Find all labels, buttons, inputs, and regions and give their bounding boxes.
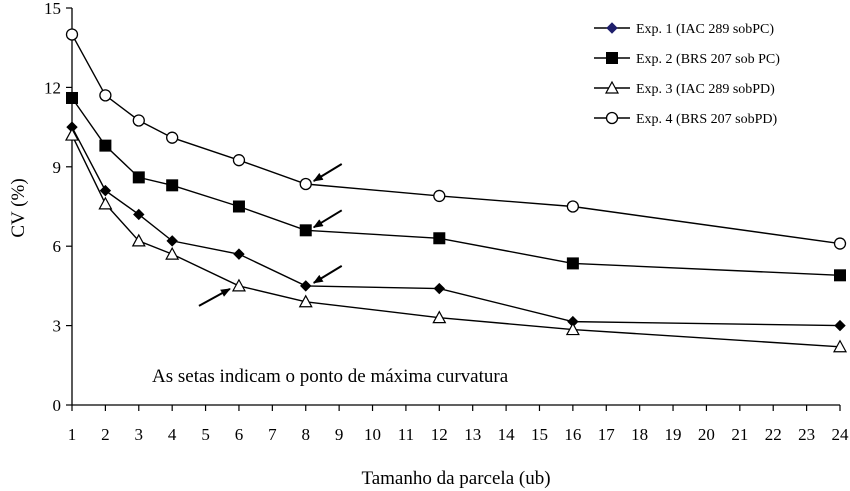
- x-tick-label: 9: [335, 425, 344, 444]
- data-point: [298, 294, 313, 308]
- x-axis-title: Tamanho da parcela (ub): [361, 468, 550, 489]
- data-point: [65, 28, 79, 41]
- data-point: [832, 339, 848, 353]
- data-point: [299, 224, 312, 237]
- data-point: [133, 208, 145, 221]
- data-point: [299, 177, 312, 191]
- y-tick-label: 15: [44, 0, 61, 18]
- x-tick-label: 8: [301, 425, 310, 444]
- x-tick-label: 14: [498, 425, 516, 444]
- legend-marker: [606, 22, 618, 34]
- curvature-arrow: [312, 265, 343, 284]
- data-point: [231, 278, 246, 292]
- legend: Exp. 1 (IAC 289 sobPC) Exp. 2 (BRS 207 so…: [594, 22, 780, 127]
- data-point: [432, 310, 447, 324]
- data-point: [98, 196, 113, 210]
- y-axis-title: CV (%): [8, 178, 29, 237]
- data-point: [166, 179, 179, 192]
- data-point: [64, 127, 80, 141]
- y-tick-label: 3: [53, 317, 62, 336]
- series-4: [65, 28, 847, 250]
- y-tick-label: 6: [53, 237, 62, 256]
- data-point: [165, 246, 180, 260]
- series-layer: [64, 28, 848, 353]
- data-point: [232, 154, 246, 167]
- legend-item: Exp. 1 (IAC 289 sobPC): [594, 22, 774, 37]
- x-tick-label: 1: [68, 425, 77, 444]
- data-point: [99, 184, 112, 197]
- x-tick-label: 10: [364, 425, 381, 444]
- x-tick-label: 11: [398, 425, 414, 444]
- x-tick-label: 5: [201, 425, 210, 444]
- series-1: [66, 121, 846, 332]
- x-tick-label: 18: [631, 425, 648, 444]
- series-2: [66, 91, 846, 282]
- y-ticks: 0 3 6 9 12 15: [44, 0, 72, 415]
- series-line: [71, 126, 841, 327]
- data-point: [99, 89, 112, 102]
- data-point: [232, 200, 245, 213]
- x-tick-label: 12: [431, 425, 448, 444]
- x-tick-label: 24: [832, 425, 850, 444]
- x-tick-label: 3: [135, 425, 144, 444]
- data-point: [132, 114, 145, 127]
- x-tick-label: 19: [665, 425, 682, 444]
- data-point: [566, 257, 579, 270]
- curvature-arrow: [198, 288, 231, 307]
- legend-marker: [604, 80, 620, 94]
- x-tick-label: 4: [168, 425, 177, 444]
- legend-marker: [606, 52, 618, 64]
- data-point: [99, 139, 112, 152]
- data-point: [433, 232, 446, 245]
- x-tick-label: 15: [531, 425, 548, 444]
- data-point: [433, 189, 446, 203]
- data-point: [166, 131, 179, 144]
- legend-item: Exp. 2 (BRS 207 sob PC): [594, 52, 780, 67]
- data-point: [833, 237, 847, 250]
- legend-label: Exp. 1 (IAC 289 sobPC): [636, 22, 774, 37]
- data-point: [300, 280, 312, 292]
- legend-marker: [605, 111, 619, 125]
- x-tick-label: 17: [598, 425, 616, 444]
- legend-label: Exp. 2 (BRS 207 sob PC): [636, 52, 780, 67]
- data-point: [433, 282, 446, 295]
- y-tick-label: 12: [44, 78, 61, 97]
- arrow-layer: [198, 163, 343, 307]
- data-point: [565, 322, 580, 336]
- x-tick-label: 16: [564, 425, 581, 444]
- series-3: [64, 127, 848, 353]
- legend-label: Exp. 3 (IAC 289 sobPD): [636, 82, 775, 97]
- legend-label: Exp. 4 (BRS 207 sobPD): [636, 112, 778, 127]
- x-tick-label: 21: [731, 425, 748, 444]
- x-tick-label: 20: [698, 425, 715, 444]
- x-tick-label: 7: [268, 425, 277, 444]
- x-ticks: 1 2 3 4 5 6 7 8 9 10 11 12 13 14 15 16 17 18 19 20 21 22 23 24: [68, 405, 849, 444]
- x-tick-label: 6: [235, 425, 244, 444]
- x-tick-label: 23: [798, 425, 815, 444]
- x-tick-label: 2: [101, 425, 110, 444]
- data-point: [66, 91, 78, 104]
- data-point: [834, 269, 846, 282]
- data-point: [132, 171, 145, 184]
- curvature-arrow: [312, 209, 343, 229]
- data-point: [166, 235, 178, 247]
- y-tick-label: 0: [53, 396, 62, 415]
- legend-item: Exp. 3 (IAC 289 sobPD): [594, 80, 775, 97]
- legend-item: Exp. 4 (BRS 207 sobPD): [594, 111, 778, 127]
- x-tick-label: 22: [765, 425, 782, 444]
- y-tick-label: 9: [53, 158, 62, 177]
- data-point: [566, 200, 580, 213]
- x-tick-label: 13: [464, 425, 481, 444]
- data-point: [834, 319, 846, 332]
- curvature-arrow: [312, 163, 343, 182]
- data-point: [131, 233, 146, 247]
- data-point: [233, 248, 245, 260]
- annotation-text: As setas indicam o ponto de máxima curva…: [152, 366, 509, 387]
